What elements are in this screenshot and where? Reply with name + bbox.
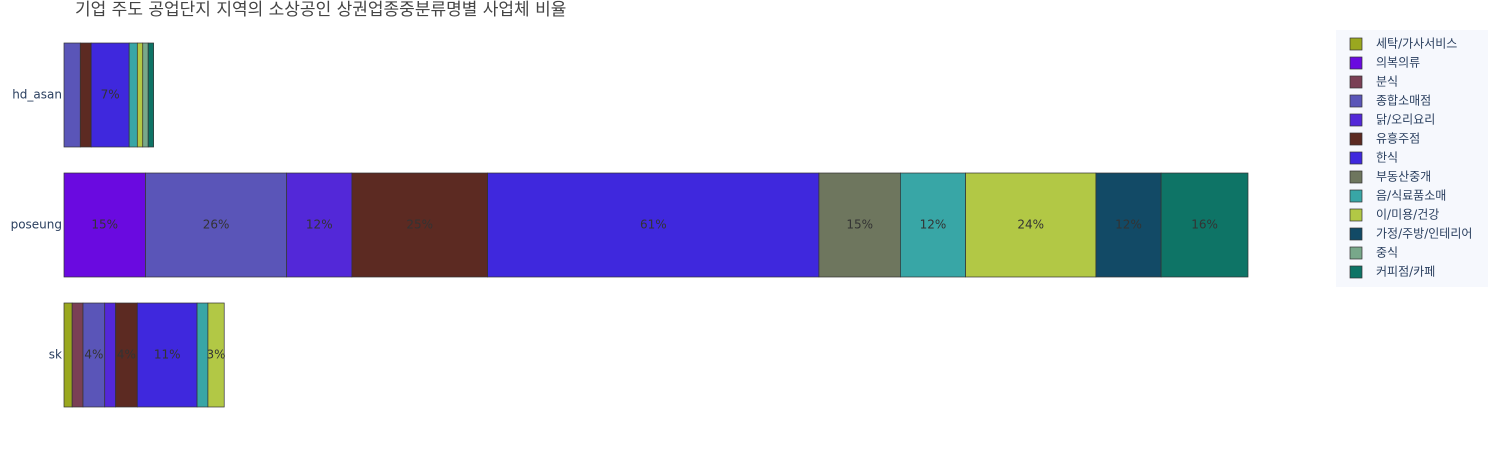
legend-label: 이/미용/건강 xyxy=(1376,208,1439,222)
legend-label: 의복의류 xyxy=(1376,56,1420,70)
bar-segment xyxy=(1160,172,1249,278)
bar-segment xyxy=(128,42,138,148)
legend-swatch xyxy=(1349,132,1363,146)
legend-swatch xyxy=(1349,94,1363,108)
y-tick-label: poseung xyxy=(11,218,62,232)
value-label: 3% xyxy=(207,348,226,362)
bar-segment xyxy=(145,172,288,278)
value-label: 16% xyxy=(1191,218,1218,232)
bar-segment xyxy=(286,172,353,278)
bar-segment xyxy=(965,172,1097,278)
legend-label: 중식 xyxy=(1376,246,1398,260)
bar-segment xyxy=(63,42,81,148)
legend-label: 분식 xyxy=(1376,75,1398,89)
bar-segment xyxy=(147,42,154,148)
legend-label: 유흥주점 xyxy=(1376,132,1420,146)
value-label: 4% xyxy=(117,348,136,362)
legend-swatch xyxy=(1349,151,1363,165)
y-tick-label: hd_asan xyxy=(12,88,62,102)
chart-title: 기업 주도 공업단지 지역의 소상공인 상권업종중분류명별 사업체 비율 xyxy=(75,0,566,20)
legend-swatch xyxy=(1349,189,1363,203)
legend-swatch xyxy=(1349,246,1363,260)
value-label: 11% xyxy=(154,348,181,362)
value-label: 26% xyxy=(203,218,230,232)
bar-segment xyxy=(71,302,84,408)
value-label: 25% xyxy=(406,218,433,232)
value-label: 4% xyxy=(84,348,103,362)
value-label: 12% xyxy=(306,218,333,232)
legend-swatch xyxy=(1349,208,1363,222)
bar-segment xyxy=(63,172,146,278)
bar-segment xyxy=(487,172,820,278)
bar-segment xyxy=(79,42,92,148)
legend-swatch xyxy=(1349,56,1363,70)
legend-label: 종합소매점 xyxy=(1376,94,1431,108)
bar-segment xyxy=(900,172,966,278)
bar-segment xyxy=(63,302,73,408)
legend-label: 커피점/카페 xyxy=(1376,265,1435,279)
bar-segment xyxy=(136,42,144,148)
legend-label: 가정/주방/인테리어 xyxy=(1376,227,1472,241)
value-label: 12% xyxy=(920,218,947,232)
legend-swatch xyxy=(1349,37,1363,51)
legend-label: 음/식료품소매 xyxy=(1376,189,1446,203)
legend-swatch xyxy=(1349,170,1363,184)
bar-segment xyxy=(351,172,488,278)
legend-swatch xyxy=(1349,113,1363,127)
bar-segment xyxy=(90,42,130,148)
legend-swatch xyxy=(1349,227,1363,241)
legend-label: 부동산중개 xyxy=(1376,170,1431,184)
legend-label: 세탁/가사서비스 xyxy=(1376,37,1457,51)
bar-segment xyxy=(142,42,149,148)
legend-swatch xyxy=(1349,265,1363,279)
value-label: 15% xyxy=(846,218,873,232)
value-label: 24% xyxy=(1017,218,1044,232)
value-label: 15% xyxy=(91,218,118,232)
bar-segment xyxy=(1095,172,1162,278)
legend-swatch xyxy=(1349,75,1363,89)
y-tick-label: sk xyxy=(49,348,62,362)
bar-segment xyxy=(207,302,225,408)
legend-label: 닭/오리요리 xyxy=(1376,113,1435,127)
bar-segment xyxy=(104,302,116,408)
value-label: 12% xyxy=(1115,218,1142,232)
value-label: 61% xyxy=(640,218,667,232)
bar-segment xyxy=(818,172,901,278)
value-label: 7% xyxy=(101,88,120,102)
legend-label: 한식 xyxy=(1376,151,1398,165)
